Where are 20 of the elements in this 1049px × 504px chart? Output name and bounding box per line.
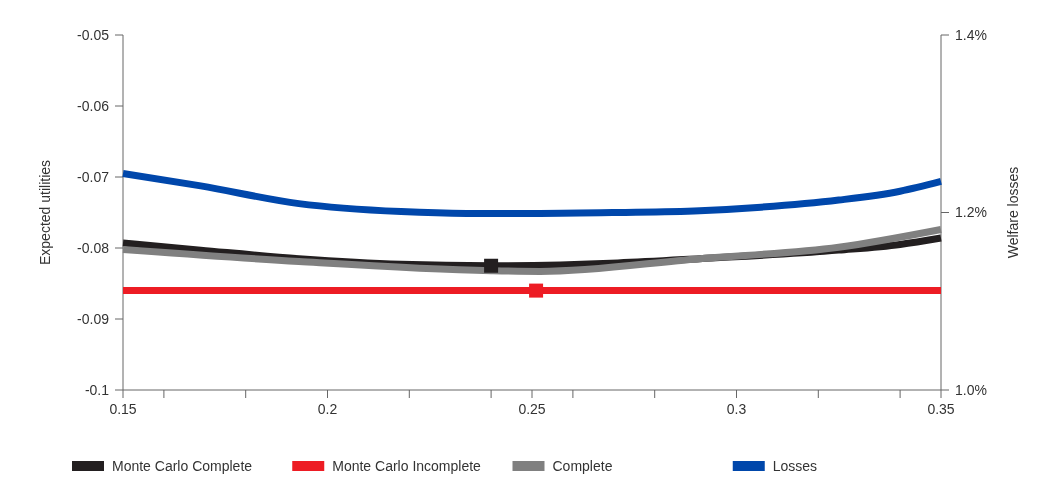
y-tick-label: -0.07	[77, 168, 110, 185]
legend-label: Losses	[772, 457, 818, 474]
legend-label: Complete	[552, 457, 613, 474]
legend-label: Monte Carlo Complete	[112, 457, 253, 474]
y2-tick-label: 1.2%	[955, 204, 987, 221]
y2-tick-label: 1.4%	[955, 26, 987, 43]
x-tick-label: 0.15	[109, 401, 137, 417]
y-tick-label: -0.06	[77, 97, 110, 114]
x-tick-label: 0.3	[726, 401, 747, 417]
y-tick-label: -0.05	[77, 26, 110, 43]
y-tick-label: -0.08	[77, 239, 110, 256]
x-tick-label: 0.35	[927, 401, 955, 417]
y-tick-label: -0.1	[84, 381, 110, 398]
x-tick-label: 0.2	[317, 401, 338, 417]
y-tick-label: -0.09	[77, 310, 110, 327]
legend-label: Monte Carlo Incomplete	[332, 457, 482, 474]
y2-tick-label: 1.0%	[955, 381, 987, 398]
y-axis-title: Expected utilities	[37, 159, 53, 266]
x-tick-label: 0.25	[518, 401, 546, 417]
y2-axis-title: Welfare losses	[1005, 166, 1021, 259]
